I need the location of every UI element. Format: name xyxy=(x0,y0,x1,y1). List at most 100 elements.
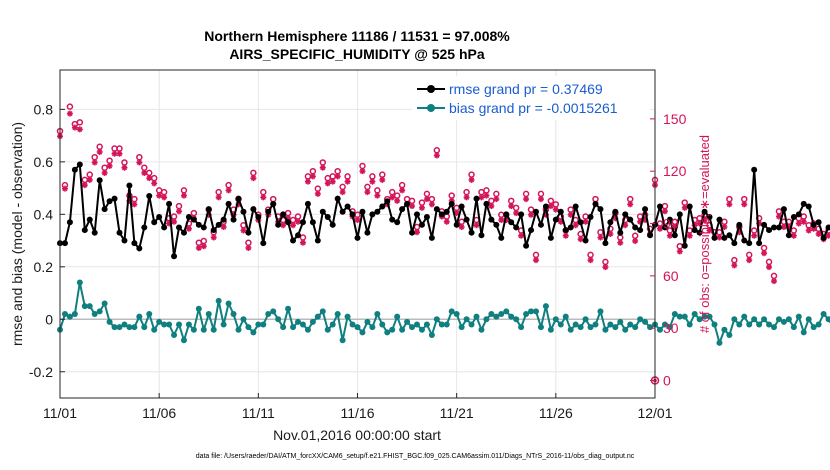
rmse-point xyxy=(81,227,88,234)
obs-possible-point xyxy=(676,242,684,250)
obs-evaluated-point xyxy=(800,218,807,225)
obs-evaluated-point xyxy=(245,244,252,251)
bias-point xyxy=(215,297,222,304)
bias-point xyxy=(706,313,713,320)
obs-evaluated-point xyxy=(200,243,207,250)
rmse-point xyxy=(171,253,178,260)
rmse-point xyxy=(334,195,341,202)
obs-evaluated-point xyxy=(96,149,103,155)
bias-point xyxy=(820,311,827,318)
obs-evaluated-point xyxy=(319,164,326,171)
legend-rmse-marker xyxy=(427,85,435,93)
obs-evaluated-point xyxy=(364,189,371,196)
obs-evaluated-point xyxy=(299,239,306,246)
bias-point xyxy=(126,324,133,331)
bias-point xyxy=(116,324,123,331)
rmse-point xyxy=(374,208,381,215)
rmse-point xyxy=(101,206,108,213)
rmse-point xyxy=(528,227,535,234)
bias-point xyxy=(825,316,830,323)
rmse-point xyxy=(557,208,564,215)
y-axis-ticks: 0.8 0.6 0.4 0.2 0 -0.2 xyxy=(29,101,65,380)
bias-point xyxy=(404,318,411,325)
obs-evaluated-point xyxy=(131,201,138,208)
obs-possible-point xyxy=(681,199,688,206)
bias-point xyxy=(423,321,430,328)
bias-point xyxy=(156,318,163,325)
rmse-point xyxy=(384,198,391,205)
y-axis-label: rmse and bias (model - observation) xyxy=(9,122,25,346)
rmse-point xyxy=(156,213,163,220)
obs-evaluated-point xyxy=(508,203,515,210)
obs-evaluated-point xyxy=(617,239,624,246)
obs-possible-point xyxy=(765,258,773,266)
bias-point xyxy=(384,329,391,336)
rmse-point xyxy=(339,208,346,215)
bias-point xyxy=(200,326,207,333)
rmse-point xyxy=(547,234,554,241)
obs-evaluated-point xyxy=(389,194,396,201)
obs-possible-point xyxy=(775,208,783,215)
rmse-point xyxy=(190,216,197,223)
rmse-point xyxy=(166,200,173,207)
bias-point xyxy=(309,318,316,325)
obs-evaluated-point xyxy=(741,201,748,208)
bias-point xyxy=(562,313,569,320)
rmse-point xyxy=(706,213,713,220)
obs-evaluated-point xyxy=(185,225,192,232)
obs-evaluated-point xyxy=(91,159,98,166)
rmse-point xyxy=(240,208,247,215)
bias-point xyxy=(185,321,192,328)
bias-point xyxy=(458,324,465,331)
bias-point xyxy=(265,311,272,318)
rmse-point xyxy=(91,229,98,236)
y2-axis-label: # of obs: o=possible; ∗=evaluated xyxy=(697,135,712,333)
rmse-point xyxy=(215,221,222,228)
bias-point xyxy=(240,316,247,323)
legend-bias-label: bias grand pr = -0.0015261 xyxy=(449,100,618,116)
rmse-point xyxy=(443,208,450,215)
x-tick-label-2: 11/11 xyxy=(242,405,275,421)
obs-possible-point xyxy=(760,244,768,252)
bias-point xyxy=(255,321,262,328)
rmse-point xyxy=(582,237,589,244)
obs-evaluated-point xyxy=(468,176,475,183)
rmse-point xyxy=(696,229,703,236)
bias-point xyxy=(275,316,282,323)
obs-evaluated-point xyxy=(706,227,713,234)
bias-point xyxy=(746,321,753,328)
rmse-point xyxy=(359,208,366,215)
rmse-point xyxy=(423,213,430,220)
obs-evaluated-point xyxy=(369,178,376,185)
bias-point xyxy=(592,321,599,328)
bias-point xyxy=(711,321,718,328)
obs-evaluated-point xyxy=(161,194,168,201)
obs-evaluated-point xyxy=(656,225,663,232)
bias-point xyxy=(577,324,584,331)
rmse-point xyxy=(478,232,485,239)
bias-point xyxy=(493,313,500,320)
bias-point xyxy=(686,321,693,328)
bias-point xyxy=(81,303,88,310)
bias-point xyxy=(676,313,683,320)
bias-point xyxy=(180,337,187,344)
rmse-point xyxy=(488,216,495,223)
bias-point xyxy=(66,313,73,320)
rmse-point xyxy=(399,206,406,213)
bias-point xyxy=(607,321,614,328)
obs-evaluated-point xyxy=(498,217,505,224)
bias-point xyxy=(761,316,768,323)
rmse-point xyxy=(314,237,321,244)
obs-evaluated-point xyxy=(587,257,594,264)
y2-tick-label-4: 30 xyxy=(663,320,679,336)
obs-evaluated-point xyxy=(418,204,425,211)
obs-possible-point xyxy=(66,103,74,110)
rmse-point xyxy=(295,232,301,239)
bias-point xyxy=(453,311,460,318)
rmse-point xyxy=(785,232,792,239)
bias-point xyxy=(354,324,361,331)
obs-evaluated-point xyxy=(602,264,609,271)
bias-point xyxy=(220,321,227,328)
bias-point xyxy=(572,321,579,328)
